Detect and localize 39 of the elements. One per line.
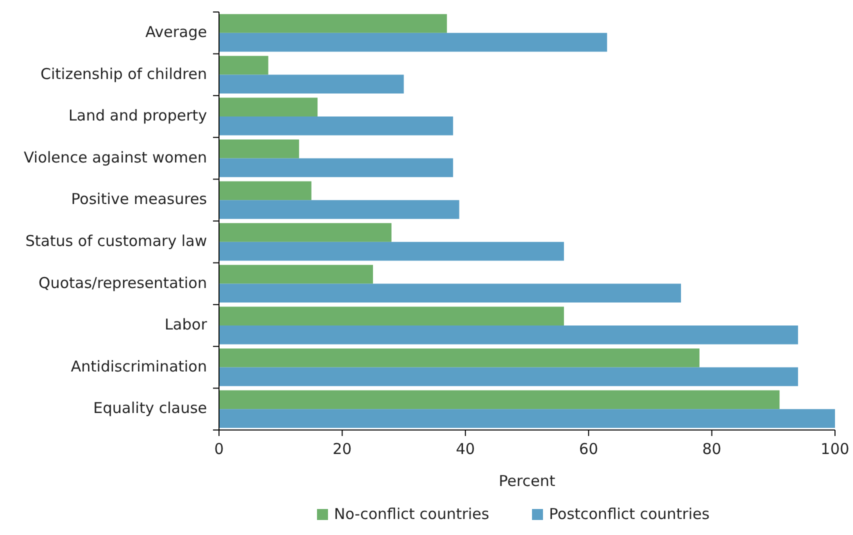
bar [219, 56, 268, 75]
x-tick-label: 80 [702, 440, 722, 458]
y-tick-label: Average [145, 22, 207, 42]
x-axis-title: Percent [498, 472, 556, 490]
y-tick-label: Citizenship of children [40, 64, 207, 83]
legend-label: No-conflict countries [334, 505, 490, 523]
y-tick-label: Antidiscrimination [70, 357, 207, 376]
y-tick-label: Equality clause [93, 399, 207, 418]
bar [219, 242, 564, 261]
bar [219, 284, 681, 303]
x-tick-label: 100 [820, 440, 850, 458]
y-tick-label: Labor [164, 316, 208, 334]
bar [219, 306, 564, 326]
bar [219, 200, 460, 219]
bar [219, 32, 608, 52]
y-tick-label: Land and property [68, 106, 208, 125]
bar [219, 181, 312, 200]
bar [219, 264, 373, 284]
y-tick-label: Positive measures [71, 190, 208, 208]
bar [219, 390, 780, 410]
bar [219, 116, 454, 136]
bar [219, 139, 300, 158]
x-tick-label: 40 [456, 440, 475, 458]
bar [219, 14, 447, 33]
bar [219, 223, 392, 242]
bar [219, 326, 798, 344]
x-tick-label: 20 [332, 440, 352, 458]
bar [219, 409, 835, 428]
y-tick-label: Quotas/representation [38, 274, 207, 292]
bar [219, 158, 454, 178]
x-tick-label: 0 [214, 440, 224, 458]
x-tick-label: 60 [579, 440, 598, 458]
bar [219, 367, 798, 386]
y-tick-label: Violence against women [24, 148, 207, 166]
bar [219, 98, 318, 116]
bar [219, 348, 700, 368]
bar [219, 74, 404, 94]
y-tick-label: Status of customary law [25, 232, 207, 250]
legend-label: Postconflict countries [549, 505, 710, 523]
